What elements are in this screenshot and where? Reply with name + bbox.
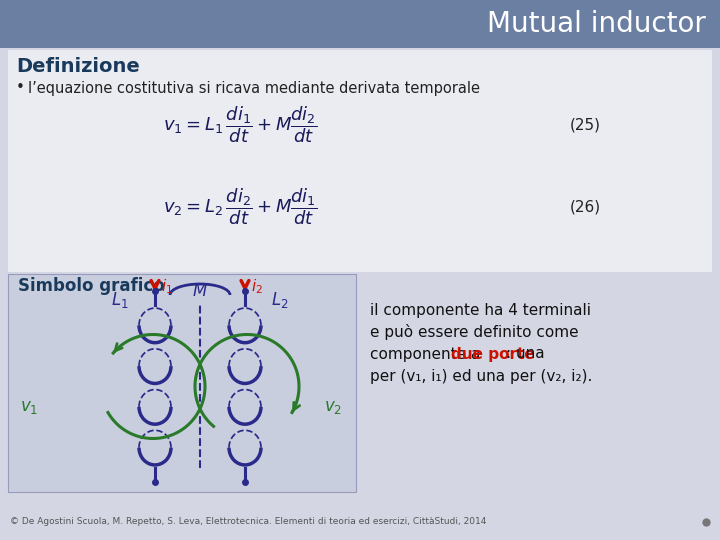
Text: Mutual inductor: Mutual inductor [487,10,706,38]
Text: $L_1$: $L_1$ [112,290,129,310]
Bar [8,274,356,492]
Text: $v_2 = L_2\,\dfrac{di_2}{dt} + M\dfrac{di_1}{dt}$: $v_2 = L_2\,\dfrac{di_2}{dt} + M\dfrac{d… [163,187,318,227]
Text: il componente ha 4 terminali: il componente ha 4 terminali [370,302,591,318]
Text: (26): (26) [570,199,601,214]
Text: $i_2$: $i_2$ [251,278,263,296]
Bar [8,50,712,272]
Text: l’equazione costitutiva si ricava mediante derivata temporale: l’equazione costitutiva si ricava median… [28,80,480,96]
Text: e può essere definito come: e può essere definito come [370,324,579,340]
Text: due porte: due porte [451,347,534,361]
Text: © De Agostini Scuola, M. Repetto, S. Leva, Elettrotecnica. Elementi di teoria ed: © De Agostini Scuola, M. Repetto, S. Lev… [10,517,487,526]
Text: per (v₁, i₁) ed una per (v₂, i₂).: per (v₁, i₁) ed una per (v₂, i₂). [370,368,593,383]
Text: $v_1 = L_1\,\dfrac{di_1}{dt} + M\dfrac{di_2}{dt}$: $v_1 = L_1\,\dfrac{di_1}{dt} + M\dfrac{d… [163,105,318,145]
Text: $M$: $M$ [192,282,208,300]
Text: •: • [16,80,25,96]
Bar [0,0,720,48]
Text: componente a: componente a [370,347,485,361]
Text: : una: : una [506,347,545,361]
Text: $v_1$: $v_1$ [20,397,38,415]
Text: $v_2$: $v_2$ [324,397,342,415]
Text: $i_1$: $i_1$ [161,278,173,296]
Text: Definizione: Definizione [16,57,140,76]
Text: Simbolo grafico: Simbolo grafico [18,277,165,295]
Text: $L_2$: $L_2$ [271,290,289,310]
Text: (25): (25) [570,118,601,132]
